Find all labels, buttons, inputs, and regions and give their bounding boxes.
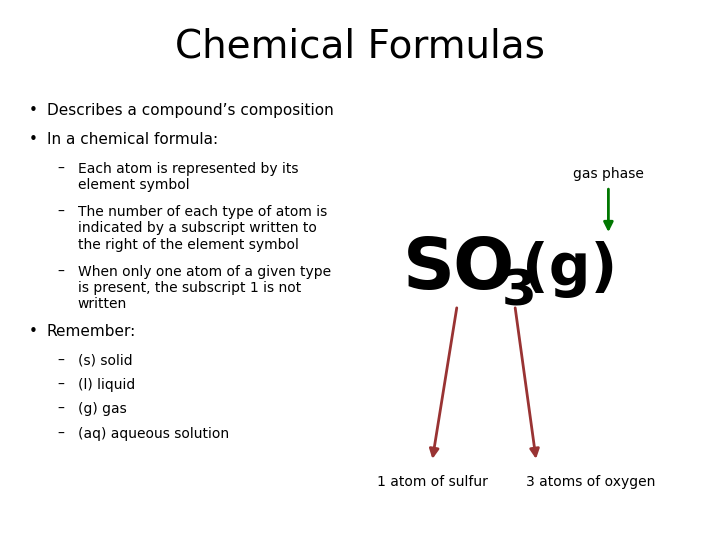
Text: –: – [58, 427, 65, 441]
Text: S: S [403, 235, 455, 305]
Text: Each atom is represented by its
element symbol: Each atom is represented by its element … [78, 162, 298, 192]
Text: 1 atom of sulfur: 1 atom of sulfur [377, 475, 487, 489]
Text: •: • [29, 103, 37, 118]
Text: –: – [58, 265, 65, 279]
Text: (g) gas: (g) gas [78, 402, 127, 416]
Text: –: – [58, 205, 65, 219]
Text: (l) liquid: (l) liquid [78, 378, 135, 392]
Text: –: – [58, 378, 65, 392]
Text: 3 atoms of oxygen: 3 atoms of oxygen [526, 475, 655, 489]
Text: The number of each type of atom is
indicated by a subscript written to
the right: The number of each type of atom is indic… [78, 205, 327, 252]
Text: (s) solid: (s) solid [78, 354, 132, 368]
Text: –: – [58, 354, 65, 368]
Text: •: • [29, 324, 37, 339]
Text: gas phase: gas phase [573, 167, 644, 181]
Text: –: – [58, 162, 65, 176]
Text: When only one atom of a given type
is present, the subscript 1 is not
written: When only one atom of a given type is pr… [78, 265, 331, 311]
Text: 3: 3 [502, 268, 536, 315]
Text: Chemical Formulas: Chemical Formulas [175, 27, 545, 65]
Text: Describes a compound’s composition: Describes a compound’s composition [47, 103, 333, 118]
Text: In a chemical formula:: In a chemical formula: [47, 132, 218, 147]
Text: •: • [29, 132, 37, 147]
Text: O: O [452, 235, 513, 305]
Text: (aq) aqueous solution: (aq) aqueous solution [78, 427, 229, 441]
Text: (g): (g) [522, 241, 617, 299]
Text: –: – [58, 402, 65, 416]
Text: Remember:: Remember: [47, 324, 136, 339]
